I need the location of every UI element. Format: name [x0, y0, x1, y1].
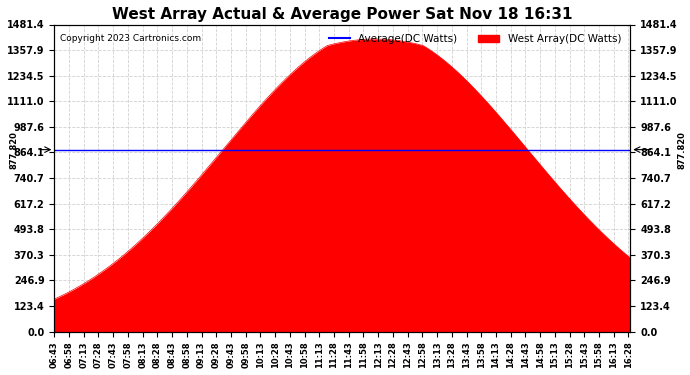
Text: 877.820: 877.820 [10, 130, 19, 168]
Legend: Average(DC Watts), West Array(DC Watts): Average(DC Watts), West Array(DC Watts) [325, 30, 625, 48]
Text: Copyright 2023 Cartronics.com: Copyright 2023 Cartronics.com [60, 34, 201, 43]
Text: 877.820: 877.820 [678, 130, 687, 168]
Title: West Array Actual & Average Power Sat Nov 18 16:31: West Array Actual & Average Power Sat No… [112, 7, 573, 22]
